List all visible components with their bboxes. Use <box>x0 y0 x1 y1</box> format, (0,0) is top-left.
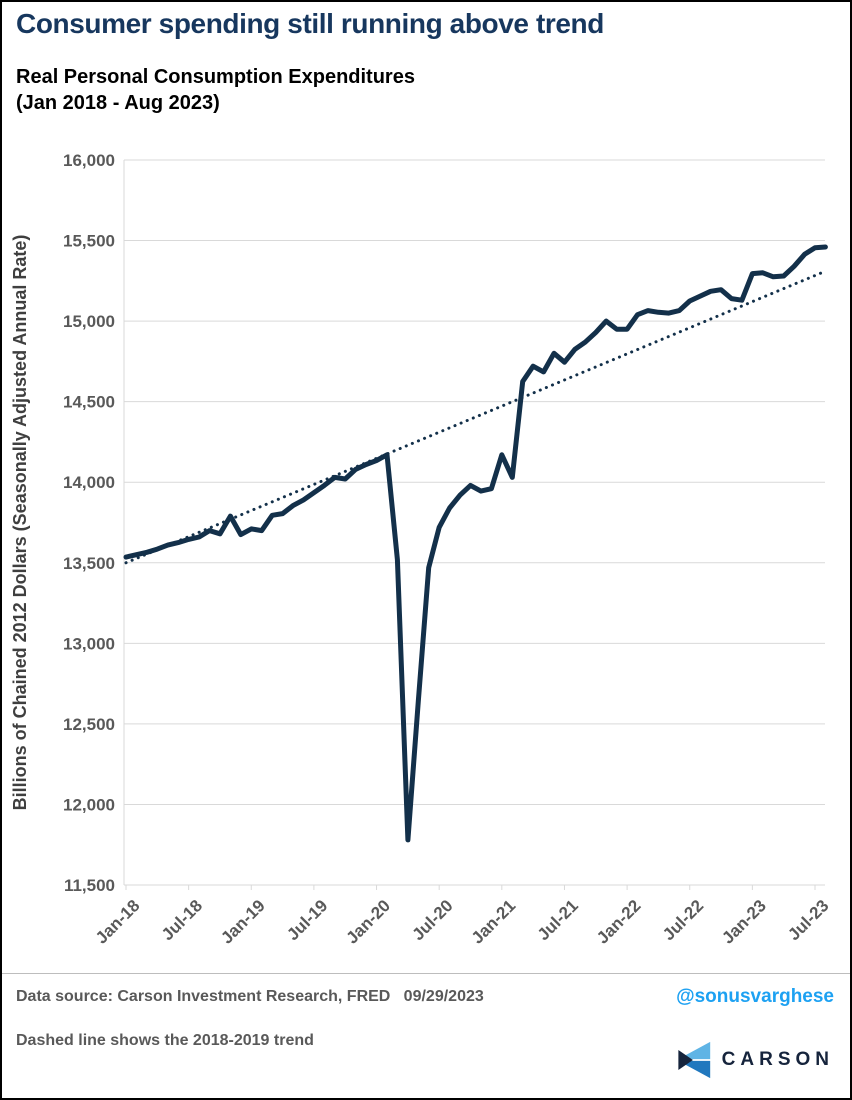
svg-text:Jul-23: Jul-23 <box>784 896 832 944</box>
svg-text:Jul-18: Jul-18 <box>158 896 206 944</box>
svg-text:12,500: 12,500 <box>63 715 115 734</box>
svg-text:Billions of Chained 2012 Dolla: Billions of Chained 2012 Dollars (Season… <box>10 235 30 811</box>
twitter-handle: @sonusvarghese <box>676 986 834 1007</box>
svg-text:14,500: 14,500 <box>63 393 115 412</box>
svg-text:14,000: 14,000 <box>63 473 115 492</box>
svg-text:Jan-19: Jan-19 <box>217 896 269 948</box>
pce-line-chart: 16,000 15,500 15,000 14,500 14,000 13,500 13,0… <box>10 151 832 948</box>
page-title: Consumer spending still running above tr… <box>16 8 604 39</box>
svg-text:Jan-21: Jan-21 <box>468 896 520 948</box>
svg-text:15,500: 15,500 <box>63 232 115 251</box>
svg-text:Jul-19: Jul-19 <box>283 896 331 944</box>
svg-text:Jan-23: Jan-23 <box>718 896 770 948</box>
svg-text:Jan-22: Jan-22 <box>593 896 645 948</box>
footer-divider <box>2 973 850 974</box>
svg-text:12,000: 12,000 <box>63 795 115 814</box>
svg-text:Jan-18: Jan-18 <box>92 896 144 948</box>
chart-subtitle: Real Personal Consumption Expenditures (… <box>16 64 616 116</box>
carson-logo: CARSON <box>672 1038 834 1082</box>
svg-text:11,500: 11,500 <box>64 876 115 895</box>
carson-logo-text: CARSON <box>721 1049 834 1070</box>
chart-subtitle-line2: (Jan 2018 - Aug 2023) <box>16 92 220 114</box>
svg-text:15,000: 15,000 <box>63 312 115 331</box>
svg-text:13,500: 13,500 <box>63 554 115 573</box>
svg-text:Jul-22: Jul-22 <box>659 896 707 944</box>
carson-logo-triangle-dark <box>678 1050 693 1070</box>
svg-text:Jan-20: Jan-20 <box>343 896 395 948</box>
svg-text:13,000: 13,000 <box>63 634 115 653</box>
svg-text:16,000: 16,000 <box>63 151 115 170</box>
svg-text:Jul-20: Jul-20 <box>408 896 456 944</box>
chart-subtitle-line1: Real Personal Consumption Expenditures <box>16 66 415 88</box>
data-source-text: Data source: Carson Investment Research,… <box>16 988 484 1005</box>
trend-note-text: Dashed line shows the 2018-2019 trend <box>16 1032 314 1049</box>
svg-text:Jul-21: Jul-21 <box>534 896 582 944</box>
carson-logo-mark-icon <box>678 1041 710 1079</box>
